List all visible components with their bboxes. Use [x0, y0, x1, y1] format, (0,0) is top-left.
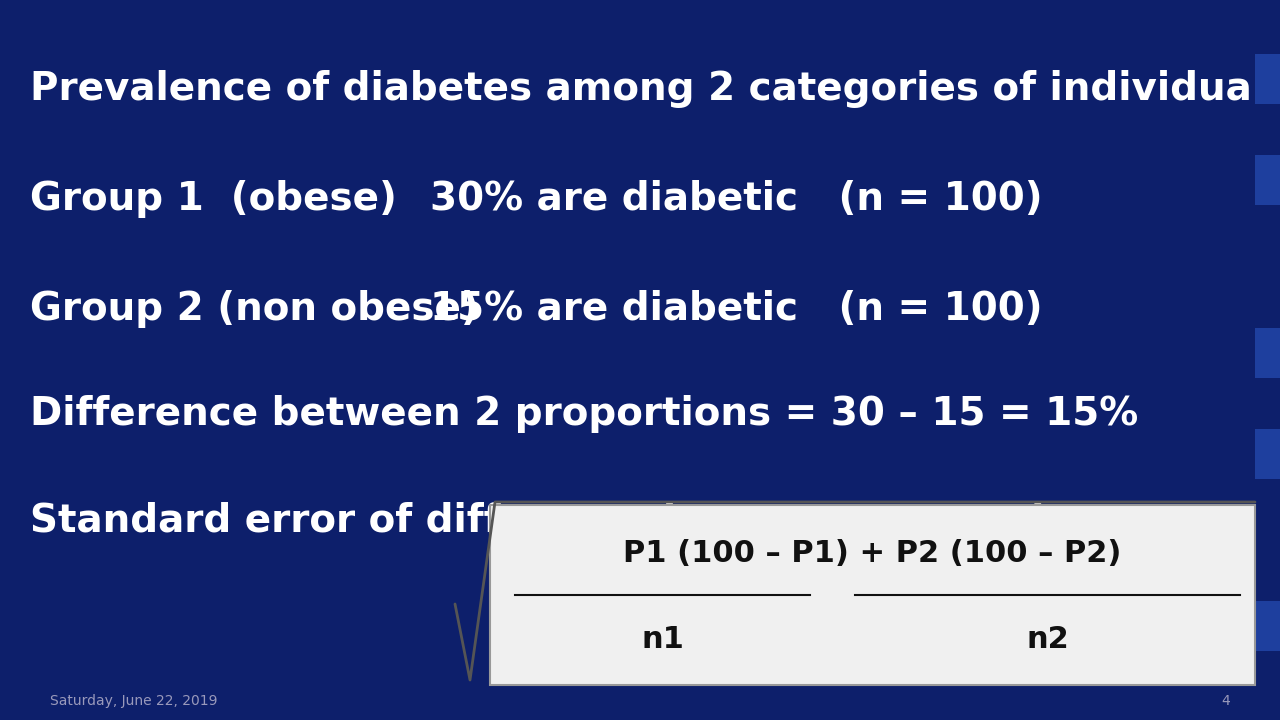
Text: Saturday, June 22, 2019: Saturday, June 22, 2019	[50, 694, 218, 708]
Text: P1 (100 – P1) + P2 (100 – P2): P1 (100 – P1) + P2 (100 – P2)	[623, 539, 1121, 568]
Text: Prevalence of diabetes among 2 categories of individuals are given: Prevalence of diabetes among 2 categorie…	[29, 70, 1280, 108]
Text: 15% are diabetic   (n = 100): 15% are diabetic (n = 100)	[430, 290, 1043, 328]
Bar	[1254, 54, 1280, 104]
Bar	[1254, 155, 1280, 205]
Text: 4: 4	[1221, 694, 1230, 708]
Bar	[1254, 601, 1280, 652]
Bar	[490, 505, 1254, 685]
Bar	[1254, 428, 1280, 479]
Text: Group 1  (obese): Group 1 (obese)	[29, 180, 397, 218]
Text: Group 2 (non obese): Group 2 (non obese)	[29, 290, 479, 328]
Text: n2: n2	[1027, 626, 1069, 654]
Bar	[1254, 328, 1280, 378]
Text: Difference between 2 proportions = 30 – 15 = 15%: Difference between 2 proportions = 30 – …	[29, 395, 1138, 433]
Text: Standard error of difference between proportions =: Standard error of difference between pro…	[29, 502, 1167, 540]
Text: n1: n1	[641, 626, 684, 654]
Text: 30% are diabetic   (n = 100): 30% are diabetic (n = 100)	[430, 180, 1043, 218]
